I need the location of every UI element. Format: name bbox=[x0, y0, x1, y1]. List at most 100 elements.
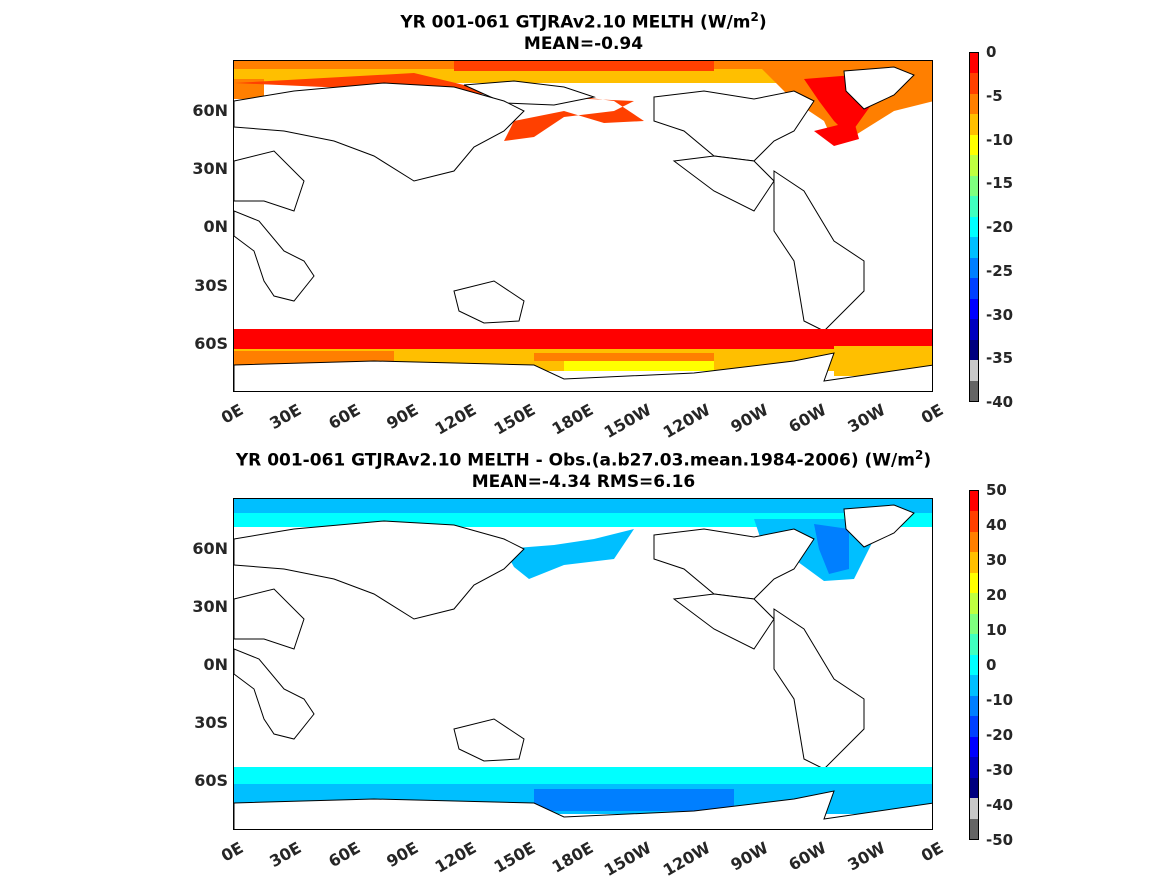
panel1-colorbar-tick: -30 bbox=[986, 305, 1014, 324]
panel2-colorbar bbox=[969, 490, 979, 840]
panel2-ytick-0n: 0N bbox=[203, 655, 228, 674]
panel1-ytick-30n: 30N bbox=[192, 159, 228, 178]
panel2-ytick-30s: 30S bbox=[194, 713, 228, 732]
panel1-colorbar-tick: -10 bbox=[986, 130, 1014, 149]
panel2-colorbar-tick: -30 bbox=[986, 761, 1014, 779]
panel1-title-sup: 2 bbox=[750, 10, 759, 24]
panel2-xtick: 0E bbox=[217, 838, 247, 866]
panel2-colorbar-tick: 30 bbox=[986, 551, 1007, 569]
colorbar-segment bbox=[970, 716, 978, 737]
colorbar-segment bbox=[970, 175, 978, 197]
panel2-xtick: 180E bbox=[548, 838, 597, 877]
panel2-map bbox=[233, 498, 933, 830]
colorbar-segment bbox=[970, 134, 978, 156]
panel2-xtick: 120W bbox=[659, 838, 714, 880]
colorbar-segment bbox=[970, 798, 978, 819]
colorbar-segment bbox=[970, 613, 978, 635]
panel1-colorbar-tick: -5 bbox=[986, 86, 1003, 105]
panel1-xtick: 120W bbox=[659, 400, 714, 442]
colorbar-segment bbox=[970, 736, 978, 758]
panel1-ytick-60n: 60N bbox=[192, 101, 228, 120]
colorbar-segment bbox=[970, 572, 978, 594]
colorbar-segment bbox=[970, 278, 978, 299]
panel1-xtick: 120E bbox=[431, 400, 480, 439]
panel1-xtick: 150W bbox=[601, 400, 655, 442]
colorbar-segment bbox=[970, 237, 978, 258]
panel2-colorbar-tick: 10 bbox=[986, 621, 1007, 639]
panel2-ytick-30n: 30N bbox=[192, 597, 228, 616]
panel2-title-sup: 2 bbox=[914, 448, 924, 462]
panel1-xtick: 90W bbox=[727, 400, 772, 437]
colorbar-segment bbox=[970, 511, 978, 532]
panel1-xtick: 60W bbox=[785, 400, 830, 437]
panel2-title-pre: YR 001-061 GTJRAv2.10 MELTH - Obs.(a.b27… bbox=[235, 450, 915, 471]
panel2-colorbar-tick: 20 bbox=[986, 586, 1007, 604]
panel1-title-pre: YR 001-061 GTJRAv2.10 MELTH (W/m bbox=[400, 12, 751, 33]
colorbar-segment bbox=[970, 593, 978, 614]
panel1-ytick-0n: 0N bbox=[203, 217, 228, 236]
panel2-xtick: 60W bbox=[785, 838, 830, 875]
panel1-title-post: ) bbox=[758, 12, 767, 33]
panel2-colorbar-tick: -50 bbox=[986, 831, 1014, 849]
colorbar-segment bbox=[970, 73, 978, 94]
panel2-ytick-60n: 60N bbox=[192, 539, 228, 558]
panel1-colorbar bbox=[969, 52, 979, 402]
panel2-title-line1: YR 001-061 GTJRAv2.10 MELTH - Obs.(a.b27… bbox=[0, 444, 1167, 472]
colorbar-segment bbox=[970, 114, 978, 135]
panel2-colorbar-tick: 40 bbox=[986, 516, 1007, 534]
colorbar-segment bbox=[970, 634, 978, 655]
panel1-mean-label: MEAN=-0.94 bbox=[523, 34, 644, 54]
panel1-colorbar-tick: -20 bbox=[986, 218, 1014, 236]
panel1-xtick: 30E bbox=[266, 400, 305, 434]
colorbar-segment bbox=[970, 552, 978, 573]
colorbar-segment bbox=[970, 777, 978, 799]
colorbar-segment bbox=[970, 257, 978, 279]
colorbar-segment bbox=[970, 380, 978, 401]
colorbar-segment bbox=[970, 818, 978, 839]
colorbar-segment bbox=[970, 319, 978, 340]
panel2-xtick: 150W bbox=[601, 838, 655, 880]
panel2-xtick: 0E bbox=[917, 838, 947, 866]
panel2-xtick: 60E bbox=[324, 838, 364, 872]
panel2-colorbar-tick: -10 bbox=[986, 691, 1014, 709]
colorbar-segment bbox=[970, 339, 978, 361]
panel2-colorbar-tick: -20 bbox=[986, 726, 1014, 744]
colorbar-segment bbox=[970, 695, 978, 717]
panel1-colorbar-tick: -25 bbox=[986, 261, 1014, 280]
colorbar-segment bbox=[970, 360, 978, 381]
panel1-xtick: 180E bbox=[548, 400, 597, 439]
panel1-xtick: 150E bbox=[490, 400, 539, 439]
panel2-colorbar-tick: -40 bbox=[986, 796, 1014, 814]
colorbar-segment bbox=[970, 196, 978, 217]
panel2-xtick: 90E bbox=[383, 838, 422, 872]
colorbar-segment bbox=[970, 654, 978, 676]
colorbar-segment bbox=[970, 155, 978, 176]
panel2-xtick: 150E bbox=[490, 838, 539, 877]
colorbar-segment bbox=[970, 531, 978, 553]
panel1-map bbox=[233, 60, 933, 392]
panel1-xtick: 0E bbox=[917, 400, 947, 428]
colorbar-segment bbox=[970, 216, 978, 238]
colorbar-segment bbox=[970, 757, 978, 778]
panel1-xtick: 90E bbox=[383, 400, 422, 434]
panel1-xtick: 60E bbox=[324, 400, 364, 434]
colorbar-segment bbox=[970, 93, 978, 115]
panel1-colorbar-tick: -40 bbox=[986, 393, 1014, 411]
panel1-ytick-60s: 60S bbox=[194, 334, 228, 353]
panel1-colorbar-tick: -35 bbox=[986, 349, 1014, 368]
panel2-xtick: 120E bbox=[431, 838, 480, 877]
panel2-colorbar-tick: 50 bbox=[986, 481, 1007, 499]
colorbar-segment bbox=[970, 675, 978, 696]
panel2-xtick: 30E bbox=[266, 838, 305, 872]
panel2-ytick-60s: 60S bbox=[194, 771, 228, 790]
panel1-colorbar-tick: 0 bbox=[986, 43, 997, 61]
panel2-colorbar-tick: 0 bbox=[986, 656, 997, 674]
colorbar-segment bbox=[970, 53, 978, 74]
panel1-colorbar-tick: -15 bbox=[986, 174, 1014, 193]
panel1-ytick-30s: 30S bbox=[194, 276, 228, 295]
panel1-xtick: 0E bbox=[217, 400, 247, 428]
panel2-xtick: 90W bbox=[727, 838, 772, 875]
panel2-xtick: 30W bbox=[844, 838, 889, 875]
panel1-title-line1: YR 001-061 GTJRAv2.10 MELTH (W/m2) bbox=[0, 6, 1167, 34]
colorbar-segment bbox=[970, 491, 978, 512]
